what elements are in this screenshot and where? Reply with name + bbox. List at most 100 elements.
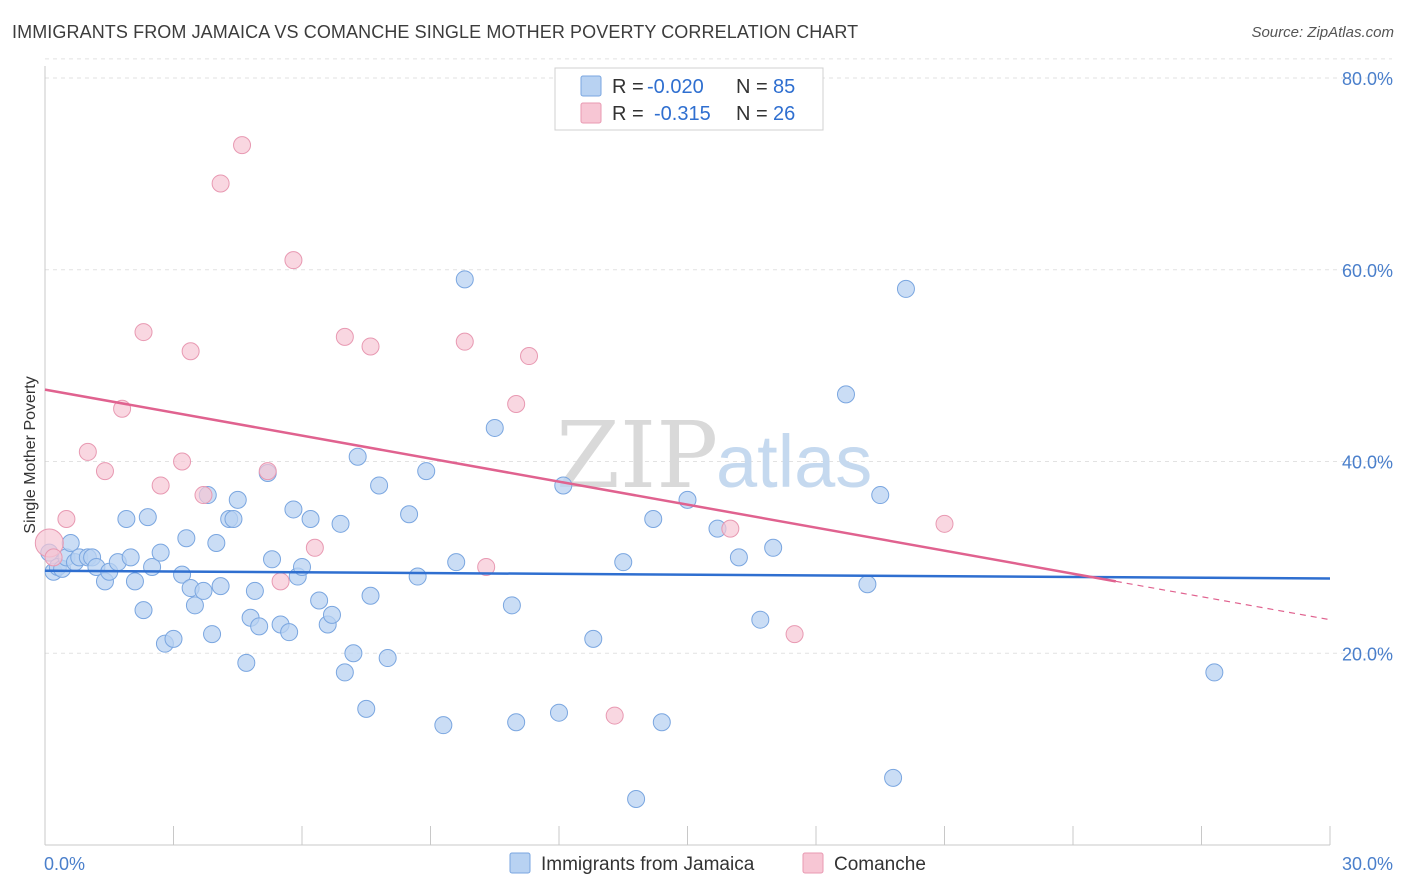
chart-title: IMMIGRANTS FROM JAMAICA VS COMANCHE SING… — [12, 22, 859, 42]
point-jamaica — [237, 653, 256, 672]
point-jamaica — [263, 550, 282, 569]
legend-box: R = -0.020 N = 85 R = -0.315 N = 26 — [554, 67, 824, 131]
y-tick-label: 60.0% — [1342, 261, 1393, 281]
bottom-legend-swatch-jamaica — [509, 852, 531, 874]
point-jamaica — [455, 270, 474, 289]
point-jamaica — [434, 716, 453, 735]
legend-n-label-2: N = — [736, 103, 768, 125]
point-jamaica — [550, 703, 568, 722]
point-jamaica — [185, 596, 204, 615]
legend-r-label-2: R = — [612, 103, 644, 125]
point-jamaica — [138, 508, 157, 527]
point-jamaica — [764, 538, 783, 557]
watermark-atlas: atlas — [716, 420, 872, 503]
point-jamaica — [121, 548, 140, 567]
point-jamaica — [507, 713, 526, 732]
point-jamaica — [228, 490, 247, 509]
legend-r-value-2: -0.315 — [654, 103, 711, 125]
point-jamaica — [896, 279, 915, 298]
point-jamaica — [361, 586, 380, 605]
point-jamaica — [151, 543, 170, 562]
point-jamaica — [584, 629, 603, 648]
point-jamaica — [652, 713, 671, 732]
point-comanche — [181, 342, 200, 361]
point-jamaica — [134, 601, 153, 620]
point-jamaica — [125, 572, 144, 591]
trend-line-comanche — [44, 388, 1117, 583]
y-tick-labels: 20.0% 40.0% 60.0% 80.0% — [1342, 69, 1393, 664]
point-jamaica — [614, 553, 633, 572]
point-jamaica — [1205, 663, 1224, 682]
point-jamaica — [284, 500, 303, 519]
point-jamaica — [164, 629, 183, 648]
point-jamaica — [554, 476, 573, 495]
point-comanche — [305, 538, 324, 557]
point-jamaica — [310, 591, 329, 610]
point-jamaica — [858, 575, 877, 594]
trend-line-jamaica — [44, 569, 1331, 580]
bottom-legend-label-comanche: Comanche — [834, 854, 926, 875]
point-comanche — [507, 394, 526, 413]
point-comanche — [173, 452, 192, 471]
point-jamaica — [203, 625, 222, 644]
bottom-legend-swatch-comanche — [802, 852, 824, 874]
point-comanche — [284, 251, 303, 270]
y-tick-label: 40.0% — [1342, 453, 1393, 473]
point-jamaica — [322, 605, 341, 624]
point-jamaica — [117, 510, 136, 529]
trend-lines — [44, 388, 1331, 621]
point-jamaica — [502, 596, 521, 615]
series-jamaica-points — [40, 270, 1224, 808]
point-comanche — [211, 174, 230, 193]
bottom-legend: Immigrants from Jamaica Comanche — [509, 852, 926, 875]
point-comanche — [785, 625, 804, 644]
point-jamaica — [627, 789, 646, 808]
point-jamaica — [250, 617, 269, 636]
point-comanche — [520, 347, 539, 366]
point-jamaica — [194, 581, 213, 600]
y-tick-label: 20.0% — [1342, 644, 1393, 664]
point-comanche — [44, 548, 63, 567]
legend-r-value-1: -0.020 — [647, 76, 704, 98]
x-tick-label: 0.0% — [44, 854, 85, 874]
point-comanche — [57, 510, 76, 529]
legend-swatch-comanche — [580, 102, 602, 124]
point-comanche — [194, 486, 213, 505]
point-jamaica — [344, 644, 363, 663]
point-jamaica — [224, 510, 243, 529]
point-jamaica — [370, 476, 389, 495]
y-axis-label: Single Mother Poverty — [22, 376, 39, 533]
chart-source: Source: ZipAtlas.com — [1251, 24, 1394, 41]
point-comanche — [134, 323, 153, 342]
legend-n-value-2: 26 — [773, 103, 795, 125]
y-tick-label: 80.0% — [1342, 69, 1393, 89]
point-comanche — [258, 462, 277, 481]
point-jamaica — [751, 610, 770, 629]
legend-n-label-1: N = — [736, 76, 768, 98]
point-jamaica — [331, 514, 350, 533]
point-jamaica — [335, 663, 354, 682]
point-comanche — [455, 332, 474, 351]
point-comanche — [151, 476, 170, 495]
point-jamaica — [207, 533, 226, 552]
point-comanche — [233, 136, 252, 155]
point-jamaica — [485, 418, 504, 437]
x-tick-labels: 0.0% 30.0% — [44, 854, 1393, 874]
point-comanche — [361, 337, 380, 356]
point-comanche — [935, 514, 954, 533]
axes — [44, 66, 1331, 846]
x-tick-label: 30.0% — [1342, 854, 1393, 874]
legend-swatch-jamaica — [580, 75, 602, 97]
point-jamaica — [447, 553, 466, 572]
point-jamaica — [884, 768, 903, 787]
point-comanche — [78, 442, 97, 461]
point-jamaica — [871, 486, 890, 505]
point-jamaica — [400, 505, 419, 524]
point-jamaica — [378, 649, 397, 668]
legend-r-label-1: R = — [612, 76, 644, 98]
point-comanche — [605, 706, 624, 725]
point-jamaica — [417, 462, 436, 481]
watermark-zip: ZIP — [556, 402, 718, 509]
bottom-legend-label-jamaica: Immigrants from Jamaica — [541, 854, 755, 875]
